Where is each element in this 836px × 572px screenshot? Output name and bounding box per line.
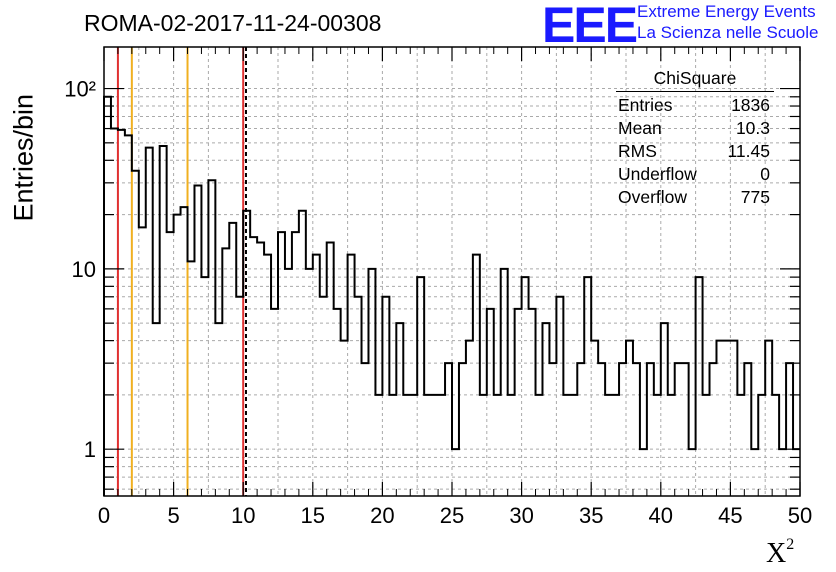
- x-tick-label: 40: [649, 503, 673, 528]
- x-tick-label: 45: [718, 503, 742, 528]
- logo-line-1: Extreme Energy Events: [637, 2, 816, 21]
- histogram-line: [103, 95, 800, 496]
- x-tick-label: 25: [440, 503, 464, 528]
- eee-logo: EEE Extreme Energy Events La Scienza nel…: [542, 0, 832, 53]
- y-axis-ticks: 1 10 10²: [64, 77, 800, 490]
- stats-row: Overflow 775: [618, 187, 770, 207]
- x-tick-label: 30: [509, 503, 533, 528]
- x-axis-label-superscript: 2: [786, 536, 795, 553]
- logo-line-2: La Scienza nelle Scuole: [637, 23, 819, 42]
- y-tick-label: 10: [72, 257, 96, 282]
- y-tick-label: 10²: [64, 77, 96, 102]
- logo-mark: EEE: [542, 0, 638, 53]
- y-tick-label: 1: [84, 437, 96, 462]
- x-tick-label: 35: [579, 503, 603, 528]
- x-axis-label: X2: [766, 536, 795, 569]
- chart-title: ROMA-02-2017-11-24-00308: [84, 10, 382, 36]
- x-tick-label: 15: [301, 503, 325, 528]
- stats-row: Entries 1836: [618, 95, 770, 115]
- x-tick-label: 20: [370, 503, 394, 528]
- marker-lines: [116, 47, 247, 496]
- y-axis-label: Entries/bin: [8, 93, 39, 222]
- stats-row: Mean 10.3: [618, 118, 770, 138]
- stats-row: Underflow 0: [618, 164, 770, 184]
- stats-box: ChiSquare Entries 1836 Mean 10.3 RMS 11.45 …: [612, 68, 778, 209]
- x-axis-ticks: 0 5 10 15 20 25 30 35 40 45 50: [98, 47, 812, 528]
- y-axis-label-box: Entries/bin: [8, 93, 39, 222]
- x-tick-label: 0: [98, 503, 110, 528]
- stats-row: RMS 11.45: [618, 141, 770, 161]
- x-tick-label: 10: [231, 503, 255, 528]
- stats-title: ChiSquare: [616, 68, 774, 92]
- x-tick-label: 5: [167, 503, 179, 528]
- x-tick-label: 50: [788, 503, 812, 528]
